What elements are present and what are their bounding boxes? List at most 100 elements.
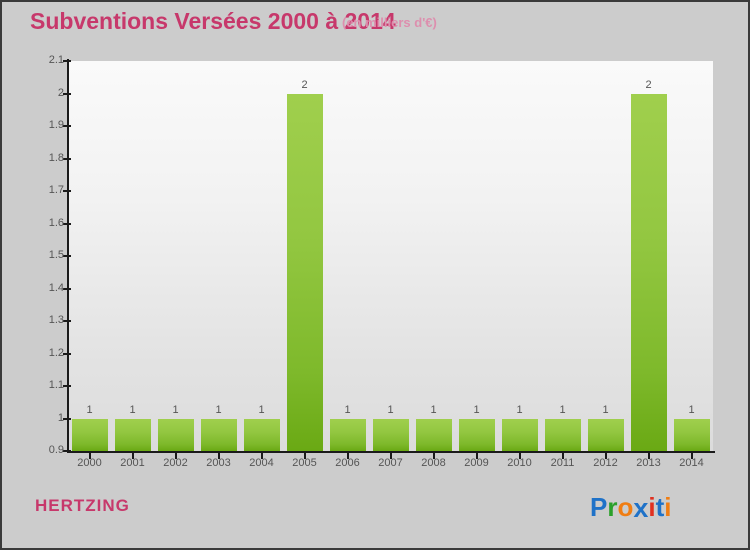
page-title: Subventions Versées 2000 à 2014 [30,8,396,34]
bar-2005[interactable] [286,93,323,451]
x-tick-label-2014: 2014 [679,457,704,469]
x-tick-mark [131,453,134,459]
bar-value-label-2004: 1 [258,403,265,416]
x-tick-mark [604,453,607,459]
chart-header: Subventions Versées 2000 à 2014 (en mill… [2,2,748,44]
x-tick-mark [260,453,263,459]
bar-2009[interactable] [458,418,495,451]
logo-letter-x: x [633,493,649,523]
bar-value-label-2013: 2 [645,78,652,91]
x-tick-mark [303,453,306,459]
y-tick-label: 0.9 [32,445,64,457]
x-tick-mark [647,453,650,459]
logo-letter-p: P [590,492,608,522]
x-tick-mark [217,453,220,459]
x-tick-label-2004: 2004 [249,457,274,469]
y-tick-label-text: 1.9 [48,119,64,131]
y-tick-label: 1.7 [32,185,64,197]
y-tick-label-text: 1 [57,411,64,424]
bar-2014[interactable] [673,418,710,451]
y-tick-label-text: 1.8 [48,151,64,164]
y-tick-label: 1.5 [32,250,64,262]
bar-2010[interactable] [501,418,538,451]
x-tick-label-2006: 2006 [335,457,360,469]
y-tick-mark [63,417,71,420]
y-tick-mark [63,60,71,62]
y-tick-mark [63,157,71,160]
y-tick-mark [63,450,71,452]
y-tick-label: 1.8 [32,151,64,165]
bar-value-label-2009: 1 [473,403,480,416]
x-tick-mark [174,453,177,459]
chart-subtitle: (en milliers d'€) [342,15,437,30]
logo-letter-i2: i [664,492,672,522]
logo-letter-o: o [617,492,634,522]
x-tick-mark [475,453,478,459]
bar-2002[interactable] [157,418,194,451]
y-tick-mark [63,125,71,127]
bar-2013[interactable] [630,93,667,451]
y-tick-label-text: 1.4 [48,281,64,294]
x-tick-mark [389,453,392,459]
bar-value-label-2008: 1 [430,403,437,416]
bar-value-label-2012: 1 [602,403,609,416]
y-tick-mark [63,190,71,192]
y-tick-label-text: 1.1 [48,379,64,391]
y-tick-label-text: 1.5 [48,249,64,261]
y-tick-mark [63,222,71,225]
entity-name: HERTZING [35,496,130,515]
y-tick-label: 1.4 [32,281,64,295]
bar-value-label-2005: 2 [301,78,308,91]
logo-letter-r: r [607,492,618,522]
bar-value-label-2010: 1 [516,403,523,416]
y-tick-label-text: 1.3 [48,314,64,326]
bar-2008[interactable] [415,418,452,451]
y-tick-label: 1.1 [32,380,64,392]
y-tick-label-text: 1.6 [48,216,64,229]
x-axis-line [67,451,715,453]
y-tick-label: 1 [32,411,64,425]
x-tick-label-2010: 2010 [507,457,532,469]
y-tick-mark [63,287,71,290]
bar-2000[interactable] [71,418,108,451]
proxiti-logo[interactable]: Proxiti [590,490,672,524]
x-tick-label-2012: 2012 [593,457,618,469]
x-tick-label-2008: 2008 [421,457,446,469]
bar-2003[interactable] [200,418,237,451]
y-tick-label-text: 0.9 [48,444,64,456]
bar-value-label-2003: 1 [215,403,222,416]
bar-value-label-2007: 1 [387,403,394,416]
x-tick-mark [561,453,564,459]
logo-letter-t: t [655,492,665,522]
y-tick-label: 2.1 [32,55,64,67]
y-tick-mark [63,352,71,355]
bar-2007[interactable] [372,418,409,451]
bar-2012[interactable] [587,418,624,451]
x-tick-mark [690,453,693,459]
y-tick-label: 1.3 [32,315,64,327]
x-tick-label-2000: 2000 [77,457,102,469]
x-tick-label-2007: 2007 [378,457,403,469]
y-tick-label-text: 2 [57,86,64,99]
logo-letter-i1: i [648,492,656,522]
x-tick-label-2001: 2001 [120,457,145,469]
y-tick-mark [63,385,71,387]
x-tick-label-2005: 2005 [292,457,317,469]
y-tick-label: 1.2 [32,347,64,360]
x-tick-mark [432,453,435,459]
bar-value-label-2011: 1 [559,403,566,416]
y-tick-mark [63,320,71,322]
x-tick-label-2009: 2009 [464,457,489,469]
bar-2001[interactable] [114,418,151,451]
x-tick-label-2013: 2013 [636,457,661,469]
bar-value-label-2000: 1 [86,403,93,416]
y-tick-label-text: 1.7 [48,184,64,196]
bar-2011[interactable] [544,418,581,451]
y-tick-label: 1.6 [32,216,64,230]
x-tick-label-2011: 2011 [550,457,575,469]
bar-value-label-2006: 1 [344,403,351,416]
x-tick-mark [518,453,521,459]
bar-2004[interactable] [243,418,280,451]
bar-2006[interactable] [329,418,366,451]
